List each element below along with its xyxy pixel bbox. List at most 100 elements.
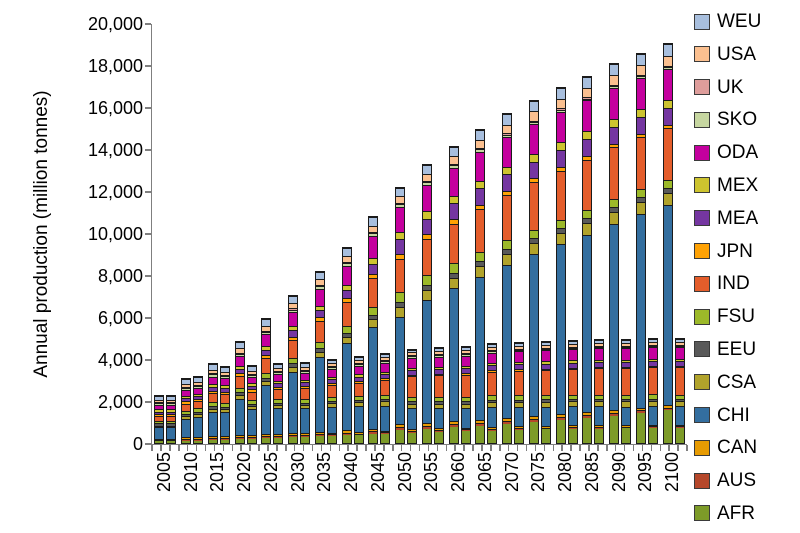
bar-segment-mex bbox=[182, 395, 191, 399]
right_bar-2015 bbox=[219, 365, 230, 444]
bar-segment-sko bbox=[235, 353, 244, 357]
bar-segment-fsu bbox=[610, 198, 619, 208]
bar-segment-csa bbox=[208, 408, 217, 412]
bar-segment-usa bbox=[274, 368, 283, 372]
bar-segment-jpn bbox=[369, 274, 378, 279]
bar-segment-mex bbox=[663, 100, 672, 109]
bar-segment-ind bbox=[610, 147, 619, 199]
bar-segment-uk bbox=[449, 163, 458, 166]
x-axis-tick bbox=[507, 445, 510, 451]
x-axis-label-cell: 2025 bbox=[258, 452, 285, 492]
bar-segment-oda bbox=[247, 376, 256, 383]
bar-segment-aus bbox=[648, 426, 657, 429]
bar-segment-afr bbox=[610, 415, 619, 443]
bar-segment-can bbox=[315, 431, 324, 434]
x-axis-label-cell: 2035 bbox=[312, 452, 339, 492]
bar-segment-mex bbox=[636, 109, 645, 118]
bar-segment-afr bbox=[262, 437, 271, 443]
x-axis-label-cell: 2040 bbox=[338, 452, 365, 492]
bar-segment-csa bbox=[247, 406, 256, 410]
legend-item-mex: MEX bbox=[694, 176, 761, 195]
chart-legend: WEU USA UK SKO ODA MEX MEA JPN IND FSU EEU CSA CHI CA… bbox=[694, 12, 761, 523]
bar-segment-ind bbox=[675, 367, 684, 395]
x-axis-label-cell: 2055 bbox=[419, 452, 446, 492]
bar-group-2045 bbox=[368, 216, 391, 444]
bar-segment-oda bbox=[155, 404, 164, 410]
bar-segment-mea bbox=[301, 382, 310, 387]
bar-segment-mea bbox=[274, 383, 283, 388]
bar-segment-uk bbox=[434, 354, 443, 356]
bar-segment-chi bbox=[622, 406, 631, 425]
bar-segment-ind bbox=[315, 320, 324, 342]
x-axis-tick bbox=[677, 445, 679, 451]
bar-group-2075 bbox=[528, 99, 551, 444]
x-axis-tick-labels: 2005 2010 2015 2020 2025 2030 2035 2040 2045 2050… bbox=[151, 452, 686, 492]
legend-item-sko: SKO bbox=[694, 110, 761, 129]
bar-segment-oda bbox=[461, 355, 470, 367]
bar-segment-uk bbox=[301, 369, 310, 371]
bar-segment-weu bbox=[220, 366, 229, 372]
bar-segment-oda bbox=[408, 357, 417, 368]
bar-segment-mex bbox=[503, 166, 512, 175]
bar-segment-usa bbox=[556, 99, 565, 109]
legend-item-oda: ODA bbox=[694, 143, 761, 162]
legend-label: SKO bbox=[717, 109, 758, 131]
x-axis-tick bbox=[400, 445, 403, 451]
bar-segment-afr bbox=[488, 430, 497, 443]
legend-label: JPN bbox=[717, 240, 753, 262]
x-axis-tick bbox=[606, 445, 608, 451]
bar-segment-ind bbox=[648, 367, 657, 395]
bar-segment-afr bbox=[235, 438, 244, 443]
bar-segment-mea bbox=[289, 330, 298, 337]
bar-segment-uk bbox=[381, 359, 390, 361]
bar-segment-weu bbox=[167, 395, 176, 400]
bar-segment-sko bbox=[381, 360, 390, 363]
x-axis-tick-label: 2035 bbox=[314, 452, 335, 493]
bar-segment-weu bbox=[622, 340, 631, 343]
bar-segment-weu bbox=[208, 364, 217, 370]
bar-segment-mea bbox=[675, 360, 684, 366]
bar-segment-fsu bbox=[556, 219, 565, 228]
bar-segment-can bbox=[556, 414, 565, 418]
left_bar-2015 bbox=[207, 363, 218, 444]
bar-segment-uk bbox=[515, 349, 524, 351]
bar-segment-ind bbox=[208, 393, 217, 403]
bar-segment-usa bbox=[381, 356, 390, 360]
bar-segment-jpn bbox=[262, 354, 271, 358]
bar-segment-sko bbox=[422, 181, 431, 185]
bar-segment-chi bbox=[515, 406, 524, 427]
bar-segment-chi bbox=[461, 408, 470, 428]
x-axis-label-cell: 2080 bbox=[552, 452, 579, 492]
bar-segment-mea bbox=[556, 150, 565, 167]
bar-segment-mea bbox=[208, 387, 217, 391]
bar-group-2100 bbox=[662, 43, 685, 444]
y-axis-tick-label: 2,000 bbox=[97, 392, 143, 412]
bar-segment-mea bbox=[488, 365, 497, 371]
bar-segment-fsu bbox=[568, 394, 577, 400]
bar-segment-csa bbox=[167, 425, 176, 428]
bar-segment-fsu bbox=[354, 395, 363, 401]
bar-segment-ind bbox=[583, 159, 592, 211]
bar-segment-chi bbox=[488, 406, 497, 427]
bar-segment-uk bbox=[369, 231, 378, 234]
bar-segment-fsu bbox=[663, 180, 672, 189]
bar-segment-eeu bbox=[503, 248, 512, 254]
x-axis-tick bbox=[169, 445, 171, 451]
bar-segment-can bbox=[449, 421, 458, 425]
left_bar-2045 bbox=[368, 216, 379, 444]
y-axis-tick bbox=[145, 65, 151, 67]
left_bar-2085 bbox=[582, 75, 593, 444]
bar-segment-sko bbox=[488, 351, 497, 353]
bar-segment-mea bbox=[529, 161, 538, 179]
x-axis-tick bbox=[543, 445, 546, 451]
y-axis-tick bbox=[145, 233, 151, 235]
bar-segment-ind bbox=[182, 403, 191, 411]
bar-segment-can bbox=[342, 430, 351, 433]
x-axis-label-cell: 2070 bbox=[499, 452, 526, 492]
bar-segment-aus bbox=[194, 439, 203, 441]
bar-segment-ind bbox=[167, 415, 176, 421]
bar-segment-oda bbox=[488, 352, 497, 364]
bar-segment-uk bbox=[354, 363, 363, 365]
bar-segment-jpn bbox=[342, 298, 351, 302]
bar-segment-chi bbox=[155, 427, 164, 439]
